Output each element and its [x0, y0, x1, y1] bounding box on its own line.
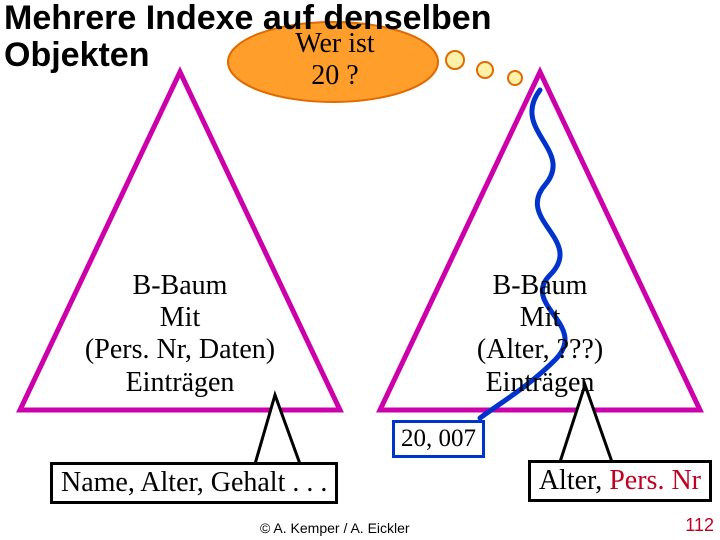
left-tree-line2: Mit [160, 302, 200, 333]
right-tree-line2: Mit [520, 302, 560, 333]
right-tree-line3: (Alter, ???) [477, 334, 603, 365]
left-attr-box: Name, Alter, Gehalt . . . [50, 462, 338, 504]
right-tree-line4: Einträgen [486, 367, 595, 398]
left-tree-line3: (Pers. Nr, Daten) [85, 334, 275, 365]
cloud-text: Wer ist 20 ? [260, 28, 410, 92]
left-tree-label: B-Baum Mit (Pers. Nr, Daten) Einträgen [60, 270, 300, 399]
left-tree-line1: B-Baum [133, 270, 228, 301]
right-tree-line1: B-Baum [493, 270, 588, 301]
right-attr-red: Pers. Nr [609, 465, 701, 496]
left-attr-text: Name, Alter, Gehalt . . . [61, 467, 327, 498]
left-tree-line4: Einträgen [126, 367, 235, 398]
copyright: © A. Kemper / A. Eickler [260, 520, 410, 536]
cloud-line2: 20 ? [311, 60, 358, 91]
page-number: 112 [685, 515, 714, 536]
right-attr-box: Alter, Pers. Nr [528, 460, 712, 502]
cloud-line1: Wer ist [295, 28, 374, 59]
leaf-entry-text: 20, 007 [401, 425, 476, 452]
left-callout-pointer [255, 395, 300, 464]
right-tree-label: B-Baum Mit (Alter, ???) Einträgen [440, 270, 640, 399]
right-attr-plain: Alter, [539, 465, 609, 496]
leaf-entry-box: 20, 007 [392, 420, 485, 458]
